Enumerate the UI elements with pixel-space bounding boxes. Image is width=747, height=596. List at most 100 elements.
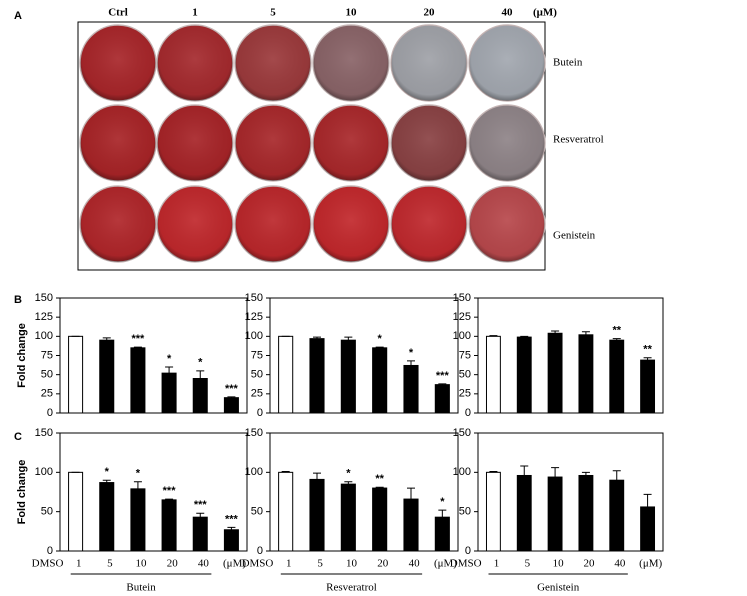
plot-frame — [269, 432, 459, 552]
error-bar — [520, 335, 529, 338]
well-shade — [391, 25, 467, 101]
y-tick-label: 25 — [459, 388, 471, 400]
error-bar — [102, 479, 111, 483]
error-bar — [313, 472, 321, 480]
error-bar — [227, 526, 236, 530]
error-bar — [551, 467, 560, 478]
significance-label: * — [346, 468, 351, 480]
y-tick-label: 50 — [459, 506, 471, 518]
x-tick-label: 40 — [409, 558, 421, 570]
well-shade — [235, 186, 311, 262]
y-tick-label: 150 — [35, 292, 53, 304]
bar — [130, 347, 146, 414]
x-tick-label: DMSO — [450, 558, 482, 570]
significance-label: * — [378, 333, 383, 345]
error-bar — [102, 337, 111, 341]
column-label: 1 — [192, 7, 198, 19]
significance-label: *** — [436, 370, 450, 382]
well-shade — [469, 186, 545, 262]
bar — [99, 482, 115, 552]
column-label: 10 — [346, 7, 358, 19]
bar — [68, 471, 84, 552]
bar — [403, 364, 419, 414]
bar — [223, 397, 239, 414]
error-bar — [581, 471, 590, 476]
well-shade — [235, 105, 311, 181]
bar — [640, 359, 656, 414]
error-bar — [344, 481, 353, 485]
error-bar — [407, 360, 415, 366]
bar — [516, 474, 532, 552]
bar — [640, 506, 656, 552]
panel-label: B — [14, 294, 22, 306]
bar — [130, 488, 146, 552]
y-tick-label: 75 — [459, 349, 471, 361]
y-tick-label: 50 — [459, 369, 471, 381]
x-tick-label: 20 — [167, 558, 179, 570]
x-tick-label: 1 — [494, 558, 500, 570]
y-tick-label: 100 — [245, 330, 263, 342]
y-tick-label: 0 — [465, 407, 471, 419]
error-bar — [375, 486, 384, 489]
bar — [578, 334, 594, 414]
y-tick-label: 150 — [245, 427, 263, 439]
error-bar — [643, 357, 652, 361]
x-tick-label: 10 — [553, 558, 565, 570]
error-bar — [438, 383, 447, 385]
y-tick-label: 50 — [251, 506, 263, 518]
error-bar — [407, 487, 415, 500]
bar — [372, 487, 388, 552]
y-tick-label: 50 — [41, 369, 53, 381]
significance-label: * — [440, 496, 445, 508]
bar — [372, 347, 388, 414]
significance-label: *** — [131, 333, 145, 345]
well-shade — [313, 186, 389, 262]
unit-label: (μM) — [533, 7, 557, 19]
bar — [434, 384, 450, 414]
error-bar — [281, 471, 290, 473]
x-tick-label: 10 — [136, 558, 148, 570]
error-bar — [165, 498, 174, 500]
bar — [223, 529, 239, 552]
y-tick-label: 75 — [251, 349, 263, 361]
row-label: Genistein — [553, 230, 596, 242]
well-shade — [469, 25, 545, 101]
significance-label: * — [409, 347, 414, 359]
row-label: Butein — [553, 57, 583, 69]
y-tick-label: 150 — [35, 427, 53, 439]
plate: Ctrl 1 5 10 20 40 (μM) Butein Resveratrol Geniste… — [79, 7, 604, 263]
x-tick-label: 1 — [76, 558, 82, 570]
x-tick-label: 10 — [346, 558, 358, 570]
x-tick-label: 20 — [584, 558, 596, 570]
well-shade — [391, 105, 467, 181]
error-bar — [133, 346, 142, 348]
well-shade — [313, 25, 389, 101]
unit-label: (μM) — [434, 558, 457, 570]
x-tick-label: DMSO — [32, 558, 64, 570]
y-tick-label: 50 — [41, 506, 53, 518]
column-label: 20 — [424, 7, 436, 19]
error-bar — [489, 471, 498, 473]
error-bar — [612, 338, 621, 341]
significance-label: * — [167, 353, 172, 365]
significance-label: ** — [643, 344, 652, 356]
well-shade — [80, 105, 156, 181]
error-bar — [196, 512, 205, 518]
panel-label: C — [14, 431, 22, 443]
y-tick-label: 150 — [453, 292, 471, 304]
error-bar — [438, 509, 447, 518]
y-tick-label: 0 — [257, 407, 263, 419]
significance-label: * — [105, 466, 110, 478]
plot-frame — [269, 297, 459, 414]
plot-frame — [59, 297, 248, 414]
group-label: Butein — [126, 582, 156, 594]
bar — [68, 335, 84, 414]
bar — [340, 339, 356, 414]
well-shade — [469, 105, 545, 181]
well-shade — [80, 186, 156, 262]
bar — [192, 516, 208, 552]
group-label: Resveratrol — [326, 582, 377, 594]
bar — [434, 516, 450, 552]
panel-label: A — [14, 10, 22, 22]
